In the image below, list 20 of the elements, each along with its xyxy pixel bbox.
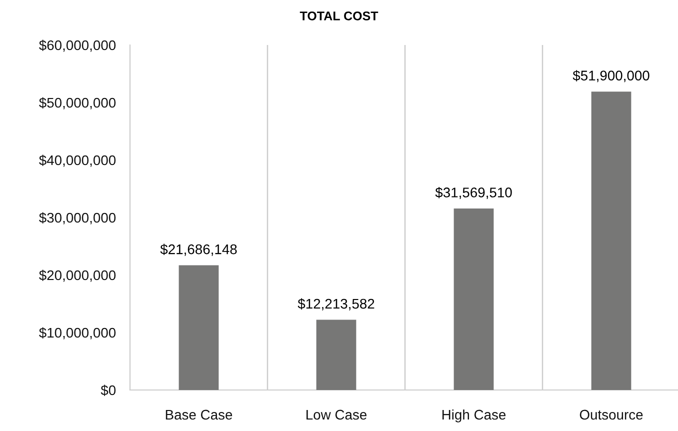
bar — [591, 92, 632, 390]
bar — [316, 320, 356, 390]
data-label: $12,213,582 — [298, 298, 374, 310]
y-tick-label: $40,000,000 — [39, 154, 116, 167]
data-label: $21,686,148 — [160, 244, 237, 256]
y-tick-label: $50,000,000 — [39, 97, 116, 110]
x-tick-label: Low Case — [306, 410, 367, 420]
bar — [178, 265, 219, 390]
data-label: $51,900,000 — [572, 70, 650, 82]
y-tick-label: $10,000,000 — [39, 327, 116, 340]
data-label: $31,569,510 — [435, 186, 512, 200]
x-tick-label: Outsource — [580, 410, 643, 420]
y-tick-label: $60,000,000 — [39, 40, 116, 52]
y-tick-label: $0 — [100, 384, 116, 396]
bar — [454, 208, 494, 390]
y-tick-label: $30,000,000 — [39, 212, 116, 224]
x-tick-label: Base Case — [166, 410, 232, 420]
y-tick-label: $20,000,000 — [39, 270, 116, 282]
x-tick-label: High Case — [442, 409, 506, 422]
chart-title: TOTAL COST — [300, 12, 378, 20]
